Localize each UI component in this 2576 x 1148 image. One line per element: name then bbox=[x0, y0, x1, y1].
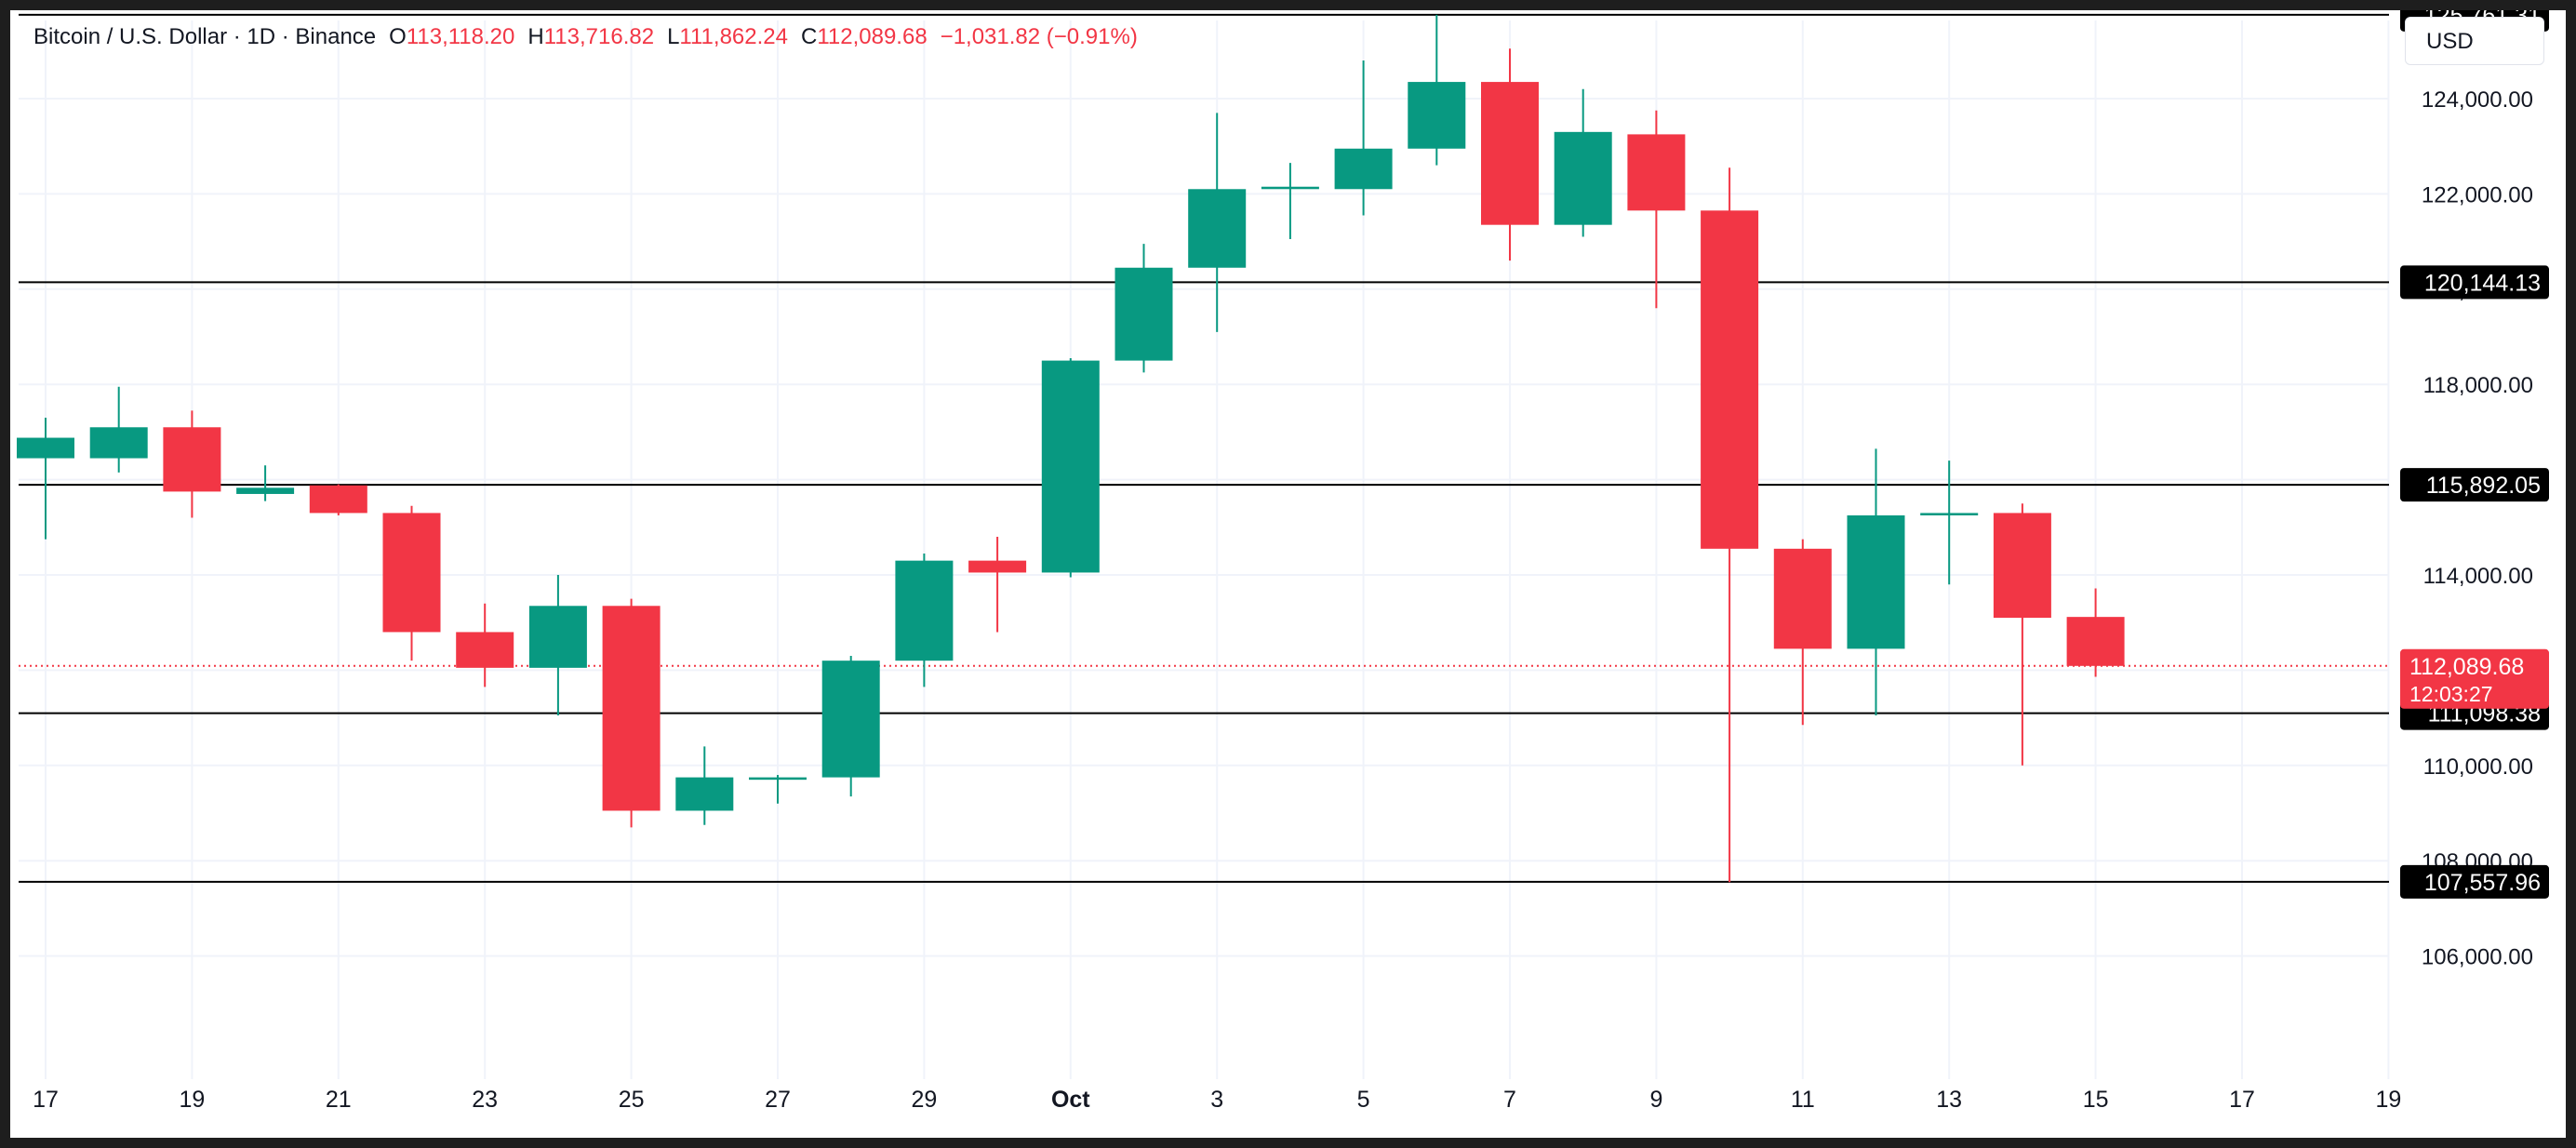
level-price-badge bbox=[2400, 265, 2549, 300]
time-tick-label: 25 bbox=[619, 1087, 645, 1113]
candle-body[interactable] bbox=[602, 606, 661, 811]
time-tick-label: 9 bbox=[1649, 1087, 1662, 1113]
candle-body[interactable] bbox=[1701, 210, 1759, 549]
candle-body[interactable] bbox=[236, 487, 295, 494]
open-label: O bbox=[389, 24, 407, 49]
level-price-label: 107,557.96 bbox=[2424, 870, 2541, 896]
horizontal-levels-layer bbox=[19, 13, 2389, 883]
candle-body[interactable] bbox=[1847, 515, 1905, 649]
candle-body[interactable] bbox=[749, 777, 807, 781]
candle-body[interactable] bbox=[89, 427, 148, 459]
close-value: 112,089.68 bbox=[817, 24, 928, 49]
open-value: 113,118.20 bbox=[406, 24, 515, 49]
candle-body[interactable] bbox=[1627, 134, 1686, 211]
candles-layer[interactable] bbox=[17, 14, 2125, 883]
candle-body[interactable] bbox=[968, 560, 1027, 573]
candle-body[interactable] bbox=[1188, 189, 1247, 268]
level-price-label: 115,892.05 bbox=[2426, 473, 2541, 499]
candle-body[interactable] bbox=[895, 560, 954, 661]
candle-body[interactable] bbox=[456, 632, 514, 668]
time-axis[interactable]: 17 19 21 23 25 27 29 Oct 3 5 7 9 11 13 15 17 19 bbox=[33, 1087, 2401, 1113]
candle-body[interactable] bbox=[2066, 617, 2125, 666]
level-price-badge bbox=[2400, 468, 2549, 502]
candle-body[interactable] bbox=[382, 513, 441, 633]
candle-body[interactable] bbox=[1408, 82, 1466, 149]
last-price-badge bbox=[2400, 648, 2549, 709]
price-tick-label: 106,000.00 bbox=[2422, 945, 2533, 970]
candle-body[interactable] bbox=[1261, 186, 1319, 190]
low-label: L bbox=[667, 24, 680, 49]
candle-body[interactable] bbox=[1554, 131, 1612, 225]
symbol-title[interactable]: Bitcoin / U.S. Dollar · 1D · Binance bbox=[33, 24, 377, 49]
time-tick-label: 19 bbox=[179, 1087, 205, 1113]
candle-body[interactable] bbox=[1773, 548, 1832, 649]
symbol-legend: Bitcoin / U.S. Dollar · 1D · Binance O113… bbox=[33, 24, 1138, 50]
time-tick-label: 17 bbox=[2229, 1087, 2255, 1113]
candle-body[interactable] bbox=[17, 437, 74, 459]
last-price-label: 112,089.68 bbox=[2409, 654, 2524, 680]
candle-body[interactable] bbox=[528, 606, 587, 668]
price-tick-label: 114,000.00 bbox=[2423, 564, 2533, 589]
price-tick-label: 124,000.00 bbox=[2422, 87, 2533, 113]
candle-body[interactable] bbox=[1920, 513, 1979, 515]
candle-body[interactable] bbox=[1481, 82, 1539, 225]
time-tick-label: 19 bbox=[2375, 1087, 2401, 1113]
time-tick-label: 13 bbox=[1936, 1087, 1962, 1113]
time-tick-label: 23 bbox=[472, 1087, 498, 1113]
close-label: C bbox=[800, 24, 818, 49]
level-price-label: 120,144.13 bbox=[2424, 270, 2541, 296]
time-tick-label: Oct bbox=[1051, 1087, 1090, 1113]
price-tick-label: 110,000.00 bbox=[2423, 754, 2533, 780]
high-value: 113,716.82 bbox=[543, 24, 655, 49]
candle-body[interactable] bbox=[309, 485, 367, 514]
currency-selector[interactable]: USD bbox=[2405, 17, 2544, 65]
time-tick-label: 21 bbox=[326, 1087, 352, 1113]
countdown-label: 12:03:27 bbox=[2409, 682, 2493, 706]
price-tick-label: 118,000.00 bbox=[2423, 373, 2533, 398]
time-tick-label: 29 bbox=[911, 1087, 937, 1113]
time-tick-label: 7 bbox=[1503, 1087, 1516, 1113]
high-label: H bbox=[527, 24, 544, 49]
level-price-badge bbox=[2400, 864, 2549, 899]
time-tick-label: 17 bbox=[33, 1087, 59, 1113]
candle-body[interactable] bbox=[1041, 360, 1100, 573]
candle-body[interactable] bbox=[1114, 267, 1173, 361]
candle-body[interactable] bbox=[163, 427, 221, 492]
time-tick-label: 11 bbox=[1791, 1087, 1815, 1113]
candle-body[interactable] bbox=[1993, 513, 2051, 619]
candle-body[interactable] bbox=[675, 777, 734, 811]
change-value: −1,031.82 (−0.91%) bbox=[940, 24, 1138, 49]
time-tick-label: 3 bbox=[1210, 1087, 1223, 1113]
candle-body[interactable] bbox=[1334, 148, 1393, 190]
time-tick-label: 15 bbox=[2083, 1087, 2109, 1113]
time-tick-label: 27 bbox=[765, 1087, 791, 1113]
price-tick-label: 122,000.00 bbox=[2422, 182, 2533, 207]
candle-body[interactable] bbox=[821, 661, 880, 778]
low-value: 111,862.24 bbox=[679, 24, 788, 49]
time-tick-label: 5 bbox=[1357, 1087, 1370, 1113]
